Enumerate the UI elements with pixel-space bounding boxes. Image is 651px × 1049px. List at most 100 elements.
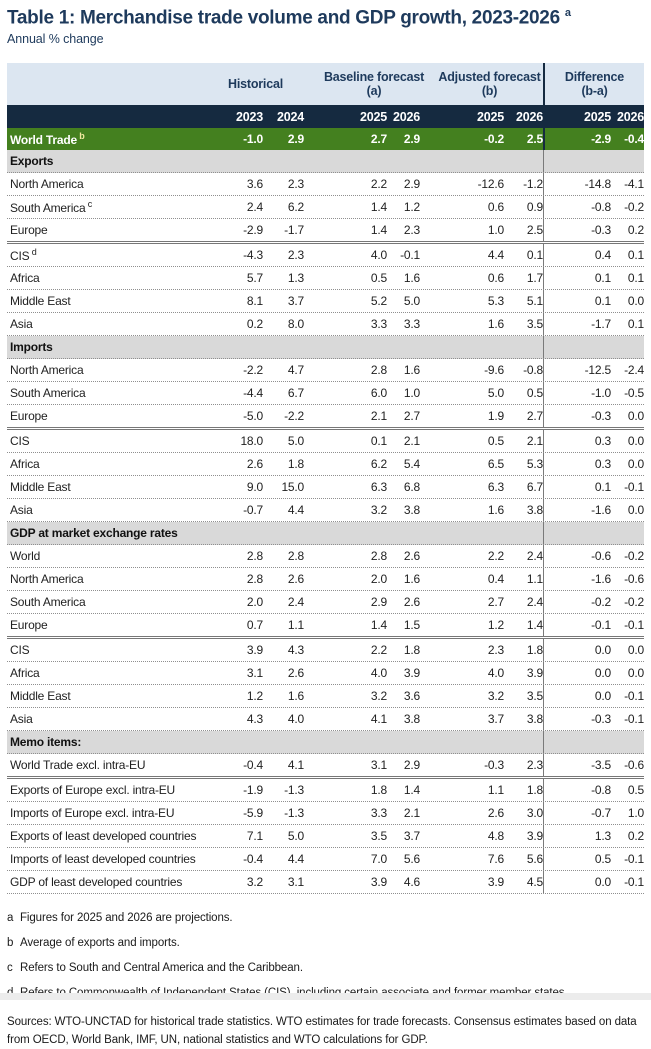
cell-value: 3.8: [526, 503, 543, 518]
cell-value: -2.2: [243, 363, 263, 378]
footnote-line: b Average of exports and imports.: [7, 937, 180, 950]
cell-value: 1.6: [487, 503, 504, 518]
cell-value: 5.3: [526, 457, 543, 472]
cell-value: 3.2: [370, 503, 387, 518]
cell-value: 8.1: [246, 294, 263, 309]
cell-value: 2.2: [370, 177, 387, 192]
cell-value: 6.8: [403, 480, 420, 495]
cell-value: -0.6: [624, 572, 644, 587]
cell-value: 3.9: [403, 666, 420, 681]
cell-value: 0.0: [627, 503, 644, 518]
cell-value: -0.1: [624, 618, 644, 633]
row-label: World Trade excl. intra-EU: [10, 758, 146, 773]
cell-value: 4.4: [487, 248, 504, 263]
cell-value: 1.4: [370, 618, 387, 633]
row-label: Exports of Europe excl. intra-EU: [10, 783, 176, 798]
cell-value: 4.0: [487, 666, 504, 681]
table-row: GDP of least developed countries 3.2 3.1 3.…: [7, 871, 644, 895]
cell-value: 3.9: [370, 875, 387, 890]
cell-value: 0.9: [526, 200, 543, 215]
cell-value: 6.7: [526, 480, 543, 495]
cell-value: 1.8: [287, 457, 304, 472]
cell-value: 0.3: [543, 430, 611, 453]
cell-value: 1.5: [403, 618, 420, 633]
cell-value: 0.0: [627, 666, 644, 681]
year-header-band: 2023 2024 2025 2026 2025 2026 2025 2026: [7, 105, 644, 129]
cell-value: 0.1: [543, 290, 611, 313]
table-row: South America -4.4 6.7 6.0 1.0 5.0 0.5 -1.0 -0.5: [7, 382, 644, 406]
cell-value: 3.6: [246, 177, 263, 192]
cell-value: 3.3: [403, 317, 420, 332]
cell-value: 1.3: [543, 825, 611, 848]
cell-value: 0.0: [627, 457, 644, 472]
cell-value: -1.6: [543, 499, 611, 522]
cell-value: 2.9: [287, 132, 304, 147]
cell-value: 0.2: [627, 829, 644, 844]
cell-value: 3.9: [487, 875, 504, 890]
cell-value: 15.0: [281, 480, 304, 495]
cell-value: 1.2: [403, 200, 420, 215]
cell-value: -0.1: [400, 248, 420, 263]
cell-value: 2.7: [403, 409, 420, 424]
cell-value: 0.1: [627, 317, 644, 332]
cell-value: 5.0: [403, 294, 420, 309]
table-row: North America 3.6 2.3 2.2 2.9 -12.6 -1.2 -14.8-…: [7, 173, 644, 197]
cell-value: 0.0: [543, 662, 611, 685]
cell-value: 5.1: [526, 294, 543, 309]
cell-value: 3.8: [526, 712, 543, 727]
cell-value: 5.6: [403, 852, 420, 867]
cell-value: 0.2: [627, 223, 644, 238]
cell-value: 2.2: [370, 643, 387, 658]
cell-value: 0.4: [543, 244, 611, 267]
cell-value: -1.0: [243, 132, 263, 147]
cell-value: 1.3: [287, 271, 304, 286]
cell-value: 3.3: [370, 806, 387, 821]
cell-value: 1.7: [526, 271, 543, 286]
column-group-baseline-forecast: Baseline forecast (a): [323, 70, 425, 99]
cell-value: 2.8: [370, 363, 387, 378]
cell-value: 3.3: [370, 317, 387, 332]
cell-value: -1.6: [543, 568, 611, 591]
cell-value: 1.0: [403, 386, 420, 401]
year-header-cell: 2024: [276, 109, 304, 124]
row-label: Imports of least developed countries: [10, 852, 196, 867]
cell-value: 2.3: [526, 758, 543, 773]
cell-value: 4.7: [287, 363, 304, 378]
cell-value: -0.7: [243, 503, 263, 518]
cell-value: -0.1: [624, 712, 644, 727]
row-label: Africa: [10, 666, 40, 681]
cell-value: -0.6: [543, 545, 611, 568]
cell-value: -2.9: [243, 223, 263, 238]
cell-value: 2.3: [487, 643, 504, 658]
cell-value: -0.3: [543, 219, 611, 242]
column-group-historical: Historical: [228, 77, 283, 92]
section-header-label: Imports: [10, 340, 53, 355]
table-row: Exports of least developed countries 7.1 5…: [7, 825, 644, 849]
cell-value: 0.0: [627, 434, 644, 449]
cell-value: -0.4: [243, 852, 263, 867]
cell-value: 2.8: [246, 549, 263, 564]
row-label: Europe: [10, 618, 48, 633]
cell-value: 7.6: [487, 852, 504, 867]
page-title-text: Table 1: Merchandise trade volume and GD…: [7, 7, 560, 29]
row-label: Asia: [10, 317, 33, 332]
cell-value: 1.1: [287, 618, 304, 633]
section-header-label: GDP at market exchange rates: [10, 526, 178, 541]
cell-value: 2.1: [403, 806, 420, 821]
cell-value: -5.0: [243, 409, 263, 424]
row-label: Africa: [10, 271, 40, 286]
cell-value: 3.8: [403, 503, 420, 518]
table-row: Imports of Europe excl. intra-EU -5.9 -1.3…: [7, 802, 644, 826]
cell-value: 3.5: [526, 689, 543, 704]
cell-value: 2.6: [403, 549, 420, 564]
table-row: North America 2.8 2.6 2.0 1.6 0.4 1.1 -1.6 -0.6: [7, 568, 644, 592]
cell-value: -1.3: [284, 806, 304, 821]
cell-value: 3.2: [487, 689, 504, 704]
cell-value: 2.1: [526, 434, 543, 449]
cell-value: 0.1: [627, 248, 644, 263]
year-header-cell: 2026: [515, 109, 543, 124]
table-row: Asia -0.7 4.4 3.2 3.8 1.6 3.8 -1.6 0.0: [7, 499, 644, 523]
cell-value: 0.2: [246, 317, 263, 332]
cell-value: -0.8: [523, 363, 543, 378]
cell-value: 18.0: [240, 434, 263, 449]
